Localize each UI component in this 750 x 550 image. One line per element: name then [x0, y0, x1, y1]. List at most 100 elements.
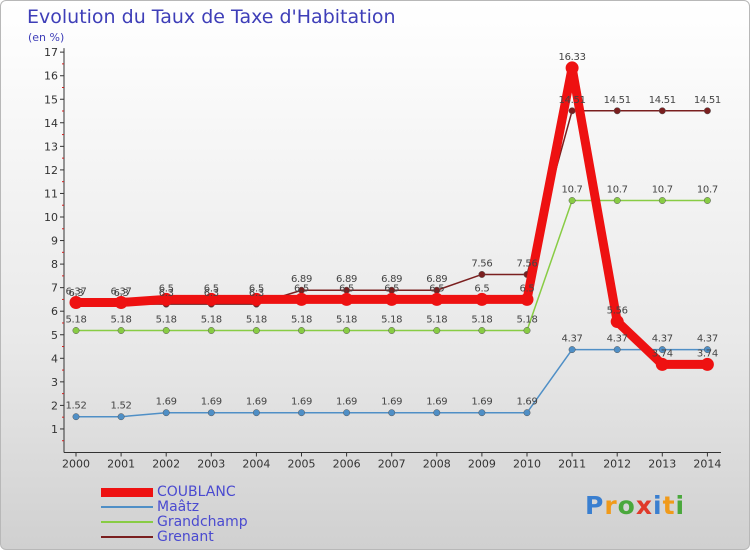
data-point-coublanc	[385, 292, 399, 306]
data-point-coublanc	[520, 292, 534, 306]
x-tick-label: 2011	[558, 458, 586, 471]
data-point-coublanc	[204, 292, 218, 306]
data-label-ma-tz: 1.52	[111, 401, 132, 412]
data-label-grandchamp: 5.18	[426, 315, 447, 326]
logo-letter: i	[653, 491, 663, 520]
data-label-ma-tz: 1.69	[291, 397, 312, 408]
data-point-grenant	[478, 271, 486, 278]
data-point-grandchamp	[658, 197, 666, 204]
data-label-grenant: 6.3	[204, 288, 219, 299]
data-label-ma-tz: 4.37	[652, 334, 673, 345]
logo-letter: t	[662, 491, 676, 520]
legend-label: Grandchamp	[157, 514, 248, 530]
data-label-coublanc: 6.5	[474, 283, 489, 294]
data-label-grandchamp: 5.18	[336, 315, 357, 326]
data-label-grenant: 14.51	[649, 95, 676, 106]
y-tick-label: 13	[44, 140, 58, 153]
y-tick-label: 3	[51, 376, 58, 389]
data-label-grandchamp: 5.18	[291, 315, 312, 326]
data-point-grandchamp	[388, 327, 396, 334]
data-label-grenant: 14.51	[694, 95, 721, 106]
data-label-grandchamp: 5.18	[111, 315, 132, 326]
data-label-ma-tz: 1.69	[336, 397, 357, 408]
data-point-grandchamp	[72, 327, 80, 334]
data-point-grandchamp	[523, 327, 531, 334]
data-label-coublanc: 6.5	[384, 283, 399, 294]
y-tick-label: 17	[44, 46, 58, 59]
y-tick-label: 10	[44, 211, 58, 224]
data-label-grandchamp: 10.7	[607, 185, 628, 196]
data-label-grenant: 6.89	[291, 274, 312, 285]
data-point-ma-tz	[523, 409, 531, 417]
data-label-coublanc: 5.56	[607, 306, 628, 317]
data-point-coublanc	[159, 292, 173, 306]
data-label-coublanc: 6.5	[519, 283, 534, 294]
y-tick-label: 7	[51, 282, 58, 295]
x-tick-label: 2002	[152, 458, 180, 471]
data-point-ma-tz	[252, 409, 260, 417]
data-point-ma-tz	[162, 409, 170, 417]
data-label-ma-tz: 1.69	[201, 397, 222, 408]
logo-letter: P	[585, 491, 605, 520]
data-label-coublanc: 3.74	[697, 348, 718, 359]
x-tick-label: 2003	[197, 458, 225, 471]
data-point-grandchamp	[298, 327, 305, 334]
data-label-ma-tz: 4.37	[697, 334, 718, 345]
data-label-ma-tz: 4.37	[607, 334, 628, 345]
x-tick-label: 2013	[648, 458, 676, 471]
data-point-coublanc	[430, 292, 444, 306]
y-tick-label: 2	[51, 399, 58, 412]
data-point-ma-tz	[568, 346, 576, 354]
data-point-ma-tz	[207, 409, 215, 417]
data-label-grenant: 6.89	[381, 274, 402, 285]
data-label-coublanc: 6.5	[249, 283, 264, 294]
data-label-ma-tz: 1.69	[516, 397, 537, 408]
data-label-grandchamp: 5.18	[381, 315, 402, 326]
data-label-coublanc: 6.5	[294, 283, 309, 294]
x-tick-label: 2012	[603, 458, 631, 471]
data-point-grandchamp	[252, 327, 260, 334]
y-tick-label: 8	[51, 258, 58, 271]
x-tick-label: 2001	[107, 458, 135, 471]
data-point-ma-tz	[658, 346, 666, 354]
data-label-grenant: 6.3	[68, 288, 83, 299]
data-label-grenant: 6.89	[336, 274, 357, 285]
y-tick-label: 1	[51, 423, 58, 436]
data-label-grenant: 6.3	[114, 288, 129, 299]
data-label-grandchamp: 10.7	[697, 185, 718, 196]
data-label-grenant: 7.56	[471, 258, 492, 269]
data-point-ma-tz	[478, 409, 486, 417]
y-tick-label: 5	[51, 329, 58, 342]
x-tick-label: 2009	[468, 458, 496, 471]
data-point-coublanc	[114, 295, 128, 309]
data-point-grenant	[568, 107, 576, 115]
y-tick-label: 15	[44, 93, 58, 106]
legend-swatch	[101, 487, 153, 497]
data-point-grandchamp	[162, 327, 170, 334]
data-point-grenant	[658, 107, 666, 115]
data-label-grandchamp: 10.7	[562, 185, 583, 196]
data-label-coublanc: 3.74	[652, 348, 673, 359]
data-label-grenant: 6.3	[159, 288, 174, 299]
data-label-ma-tz: 1.69	[471, 397, 492, 408]
y-tick-label: 14	[44, 117, 58, 130]
y-tick-label: 12	[44, 164, 58, 177]
x-tick-label: 2006	[333, 458, 361, 471]
data-label-grandchamp: 5.18	[65, 315, 86, 326]
data-point-ma-tz	[72, 413, 80, 421]
y-axis-unit-label: (en %)	[28, 31, 65, 44]
data-point-coublanc	[700, 357, 714, 371]
data-point-coublanc	[655, 357, 669, 371]
data-point-grandchamp	[433, 327, 441, 334]
y-tick-label: 16	[44, 70, 58, 83]
data-label-grenant: 6.3	[249, 288, 264, 299]
data-point-grenant	[613, 107, 621, 115]
y-tick-label: 11	[44, 187, 58, 200]
data-point-grandchamp	[117, 327, 125, 334]
data-point-grandchamp	[343, 327, 351, 334]
data-label-ma-tz: 1.69	[156, 397, 177, 408]
legend-swatch	[101, 506, 153, 508]
data-label-grandchamp: 5.18	[156, 315, 177, 326]
data-label-grenant: 14.51	[559, 95, 586, 106]
